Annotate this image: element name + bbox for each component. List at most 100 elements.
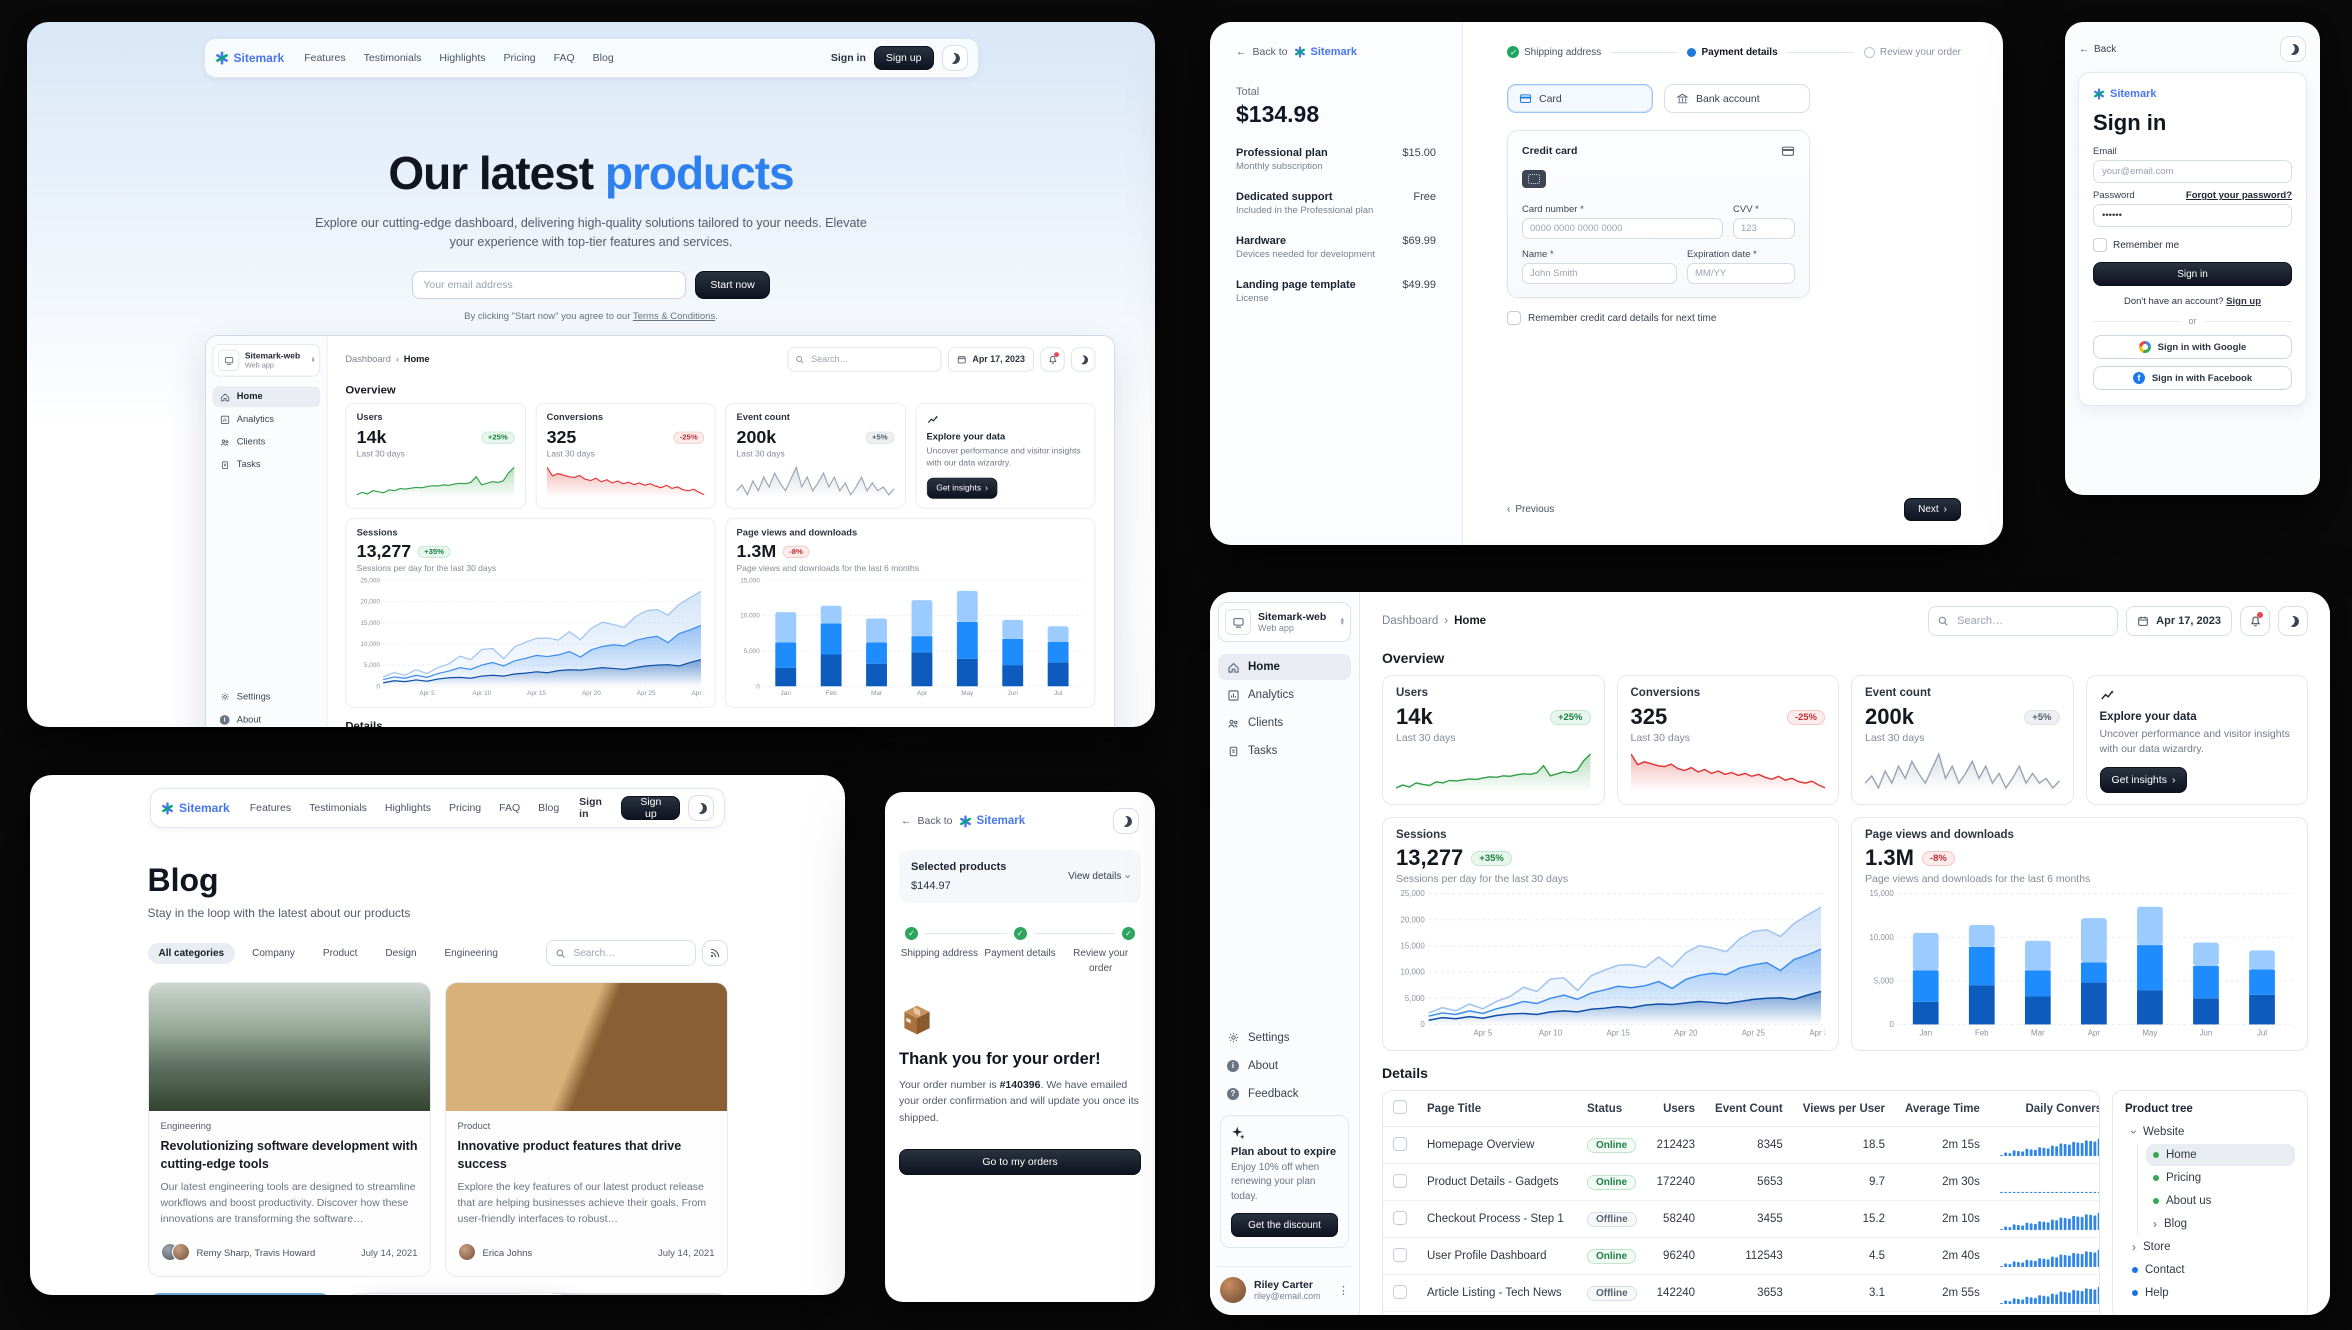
view-details-button[interactable]: View details › xyxy=(1068,871,1134,882)
sidebar-item-analytics[interactable]: Analytics xyxy=(212,409,320,430)
back-link[interactable]: ← Back to Sitemark xyxy=(1236,46,1358,58)
stat-card-event-count[interactable]: Event count 200k +5% Last 30 days xyxy=(725,403,906,509)
workspace-select[interactable]: Sitemark-web Web app ▴ ▾ xyxy=(212,344,321,377)
table-row[interactable]: Product Details - Gadgets Online 172240 … xyxy=(1383,1163,2099,1202)
search-input[interactable] xyxy=(809,353,935,366)
row-checkbox[interactable] xyxy=(1393,1284,1407,1299)
sidebar-item-feedback[interactable]: ? Feedback xyxy=(1218,1081,1351,1107)
name-field[interactable] xyxy=(1522,263,1677,284)
tree-item-home[interactable]: Home xyxy=(2146,1144,2295,1167)
sign-in-link[interactable]: Sign in xyxy=(830,52,866,64)
nav-link[interactable]: FAQ xyxy=(499,802,521,814)
date-picker-button[interactable]: Apr 17, 2023 xyxy=(948,347,1034,372)
sidebar-item-tasks[interactable]: Tasks xyxy=(212,454,320,475)
row-checkbox[interactable] xyxy=(1393,1210,1407,1225)
sign-up-button[interactable]: Sign up xyxy=(621,796,681,820)
row-checkbox[interactable] xyxy=(1393,1173,1407,1188)
terms-link[interactable]: Terms & Conditions xyxy=(632,310,716,322)
tree-item-about-us[interactable]: About us xyxy=(2146,1190,2295,1212)
remember-card-checkbox[interactable] xyxy=(1507,311,1521,325)
tree-item-pricing[interactable]: Pricing xyxy=(2146,1167,2295,1189)
sign-up-link[interactable]: Sign up xyxy=(2226,296,2261,307)
forgot-password-link[interactable]: Forgot your password? xyxy=(2185,190,2292,201)
category-chip[interactable]: Company xyxy=(252,947,295,959)
back-link[interactable]: ← Back xyxy=(2079,43,2117,55)
nav-link[interactable]: FAQ xyxy=(553,52,575,64)
dark-mode-toggle[interactable] xyxy=(941,45,968,71)
sidebar-item-tasks[interactable]: Tasks xyxy=(1218,738,1351,764)
blog-card[interactable]: Product Innovative product features that… xyxy=(444,982,728,1278)
sidebar-item-about[interactable]: i About xyxy=(212,709,320,727)
dark-mode-toggle[interactable] xyxy=(1071,347,1096,372)
category-chip[interactable]: All categories xyxy=(147,942,236,964)
blog-card-image-lavender[interactable] xyxy=(543,1293,728,1295)
nav-link[interactable]: Blog xyxy=(592,52,614,64)
select-all-checkbox[interactable] xyxy=(1393,1100,1407,1115)
sidebar-item-settings[interactable]: Settings xyxy=(212,686,320,707)
card-number-field[interactable] xyxy=(1522,218,1723,239)
rss-button[interactable] xyxy=(701,940,728,966)
password-field[interactable] xyxy=(2093,204,2292,227)
nav-link[interactable]: Testimonials xyxy=(309,802,367,814)
sidebar-item-home[interactable]: Home xyxy=(1218,654,1351,680)
stat-card-conversions[interactable]: Conversions 325 -25% Last 30 days xyxy=(535,403,716,509)
nav-link[interactable]: Pricing xyxy=(503,52,536,64)
stat-card-event-count[interactable]: Event count 200k +5% Last 30 days xyxy=(1851,675,2074,806)
stat-card-users[interactable]: Users 14k +25% Last 30 days xyxy=(345,403,526,509)
table-row[interactable]: User Profile Dashboard Online 96240 1125… xyxy=(1383,1237,2099,1276)
tree-item-store[interactable]: › Store xyxy=(2132,1240,2171,1255)
nav-link[interactable]: Highlights xyxy=(384,802,432,814)
workspace-select[interactable]: Sitemark-web Web app ▴ ▾ xyxy=(1218,602,1351,642)
notifications-button[interactable] xyxy=(1040,347,1065,372)
notifications-button[interactable] xyxy=(2240,606,2270,636)
stat-card-conversions[interactable]: Conversions 325 -25% Last 30 days xyxy=(1616,675,1839,806)
sign-in-button[interactable]: Sign in xyxy=(2093,262,2292,286)
dark-mode-toggle[interactable] xyxy=(1113,808,1139,834)
bank-account-option[interactable]: Bank account xyxy=(1664,84,1810,113)
sessions-chart-card[interactable]: Sessions 13,277 +35% Sessions per day for… xyxy=(345,518,716,709)
sidebar-item-clients[interactable]: Clients xyxy=(212,432,320,453)
google-sign-in-button[interactable]: Sign in with Google xyxy=(2093,335,2292,359)
breadcrumb-root[interactable]: Dashboard xyxy=(1382,615,1439,627)
nav-link[interactable]: Blog xyxy=(538,802,560,814)
tree-item-help[interactable]: Help xyxy=(2125,1282,2295,1304)
sidebar-item-clients[interactable]: Clients xyxy=(1218,710,1351,736)
search-input[interactable] xyxy=(1955,614,2110,628)
expiration-field[interactable] xyxy=(1687,263,1795,284)
remember-me-checkbox[interactable] xyxy=(2093,238,2107,252)
sessions-chart-card[interactable]: Sessions 13,277 +35% Sessions per day for… xyxy=(1382,817,1839,1052)
cvv-field[interactable] xyxy=(1733,218,1795,239)
nav-link[interactable]: Pricing xyxy=(449,802,482,814)
pageviews-chart-card[interactable]: Page views and downloads 1.3M -8% Page vi… xyxy=(1851,817,2308,1052)
sidebar-item-home[interactable]: Home xyxy=(212,386,321,408)
nav-link[interactable]: Highlights xyxy=(439,52,486,64)
tree-item-blog[interactable]: › Blog xyxy=(2153,1217,2188,1232)
table-row[interactable]: Checkout Process - Step 1 Offline 58240 … xyxy=(1383,1200,2099,1239)
breadcrumb-root[interactable]: Dashboard xyxy=(345,354,391,365)
get-insights-button[interactable]: Get insights › xyxy=(926,478,998,500)
nav-link[interactable]: Features xyxy=(304,52,346,64)
card-option[interactable]: Card xyxy=(1507,84,1653,113)
table-row[interactable]: Homepage Overview Online 212423 8345 18.… xyxy=(1383,1126,2099,1165)
tree-item-contact[interactable]: Contact xyxy=(2125,1259,2295,1281)
category-chip[interactable]: Product xyxy=(322,947,358,959)
email-field[interactable] xyxy=(412,270,687,299)
table-row[interactable]: FAQs - Customer Support Online 15240 106… xyxy=(1383,1311,2099,1315)
go-to-orders-button[interactable]: Go to my orders xyxy=(899,1149,1141,1176)
date-picker-button[interactable]: Apr 17, 2023 xyxy=(2126,606,2232,636)
sign-in-link[interactable]: Sign in xyxy=(579,796,602,820)
category-chip[interactable]: Design xyxy=(385,947,417,959)
brand[interactable]: Sitemark xyxy=(215,51,284,65)
facebook-sign-in-button[interactable]: f Sign in with Facebook xyxy=(2093,366,2292,390)
sidebar-item-settings[interactable]: Settings xyxy=(1218,1025,1351,1051)
nav-link[interactable]: Testimonials xyxy=(363,52,422,64)
nav-link[interactable]: Features xyxy=(249,802,292,814)
brand[interactable]: Sitemark xyxy=(161,801,230,815)
kebab-menu-icon[interactable]: ⋮ xyxy=(1338,1284,1349,1297)
pageviews-chart-card[interactable]: Page views and downloads 1.3M -8% Page vi… xyxy=(725,518,1096,709)
dark-mode-toggle[interactable] xyxy=(688,795,714,821)
get-insights-button[interactable]: Get insights › xyxy=(2099,767,2188,794)
tree-item-website[interactable]: › Website xyxy=(2127,1126,2185,1139)
blog-card[interactable]: Engineering Revolutionizing software dev… xyxy=(147,982,431,1278)
start-now-button[interactable]: Start now xyxy=(695,270,770,299)
